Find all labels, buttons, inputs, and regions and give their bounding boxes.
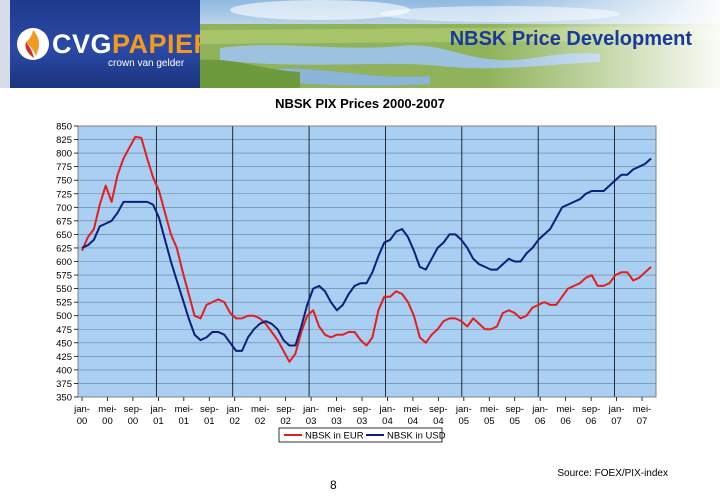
x-tick-label-8-month: sep-	[276, 404, 294, 415]
page-number: 8	[330, 478, 337, 492]
series-lines	[81, 135, 652, 363]
x-tick-label-11-year: 03	[357, 416, 368, 427]
logo-cvg: CVG	[52, 29, 113, 59]
legend-box	[278, 427, 443, 443]
legend: NBSK in EUR NBSK in USD	[278, 427, 446, 443]
x-tick-label-11-month: sep-	[353, 404, 371, 415]
y-tick-label-825: 825	[56, 135, 72, 146]
y-tick-label-475: 475	[56, 325, 72, 336]
x-tick-label-12-month: jan-	[379, 404, 396, 415]
x-tick-label-6-year: 02	[229, 416, 240, 427]
series-line-usd	[81, 157, 652, 352]
chart-title: NBSK PIX Prices 2000-2007	[275, 96, 445, 111]
logo-panel: CVGPAPIER crown van gelder	[0, 0, 213, 88]
crown-logo-icon	[17, 28, 49, 60]
y-tick-label-700: 700	[56, 203, 72, 214]
gridlines	[78, 125, 656, 398]
x-tick-label-5-year: 01	[204, 416, 215, 427]
x-tick-label-10-year: 03	[331, 416, 342, 427]
y-tick-label-725: 725	[56, 189, 72, 200]
y-axis: 350 375 400 425 450 475 500 525 550 575 600 625 650 6…	[56, 122, 78, 404]
logo-tagline: crown van gelder	[108, 58, 185, 69]
x-tick-label-2-year: 00	[128, 416, 139, 427]
x-tick-label-21-month: jan-	[608, 404, 625, 415]
y-tick-label-675: 675	[56, 216, 72, 227]
x-tick-label-4-year: 01	[179, 416, 190, 427]
y-tick-label-600: 600	[56, 257, 72, 268]
y-tick-label-850: 850	[56, 122, 72, 133]
x-tick-label-17-month: sep-	[505, 404, 523, 415]
x-tick-label-16-year: 05	[484, 416, 495, 427]
logo-papier: PAPIER	[112, 29, 214, 59]
x-tick-label-13-year: 04	[408, 416, 419, 427]
logo-divider	[0, 0, 10, 88]
x-tick-label-14-month: sep-	[429, 404, 447, 415]
x-tick-label-13-month: mei-	[404, 404, 422, 415]
x-tick-label-12-year: 04	[382, 416, 393, 427]
x-tick-label-6-month: jan-	[226, 404, 243, 415]
series-line-eur	[81, 135, 652, 363]
x-tick-label-1-year: 00	[102, 416, 113, 427]
x-tick-label-21-year: 07	[611, 416, 622, 427]
x-tick-label-9-month: jan-	[302, 404, 319, 415]
x-tick-label-0-month: jan-	[73, 404, 90, 415]
year-divider-lines	[155, 126, 615, 397]
x-tick-label-14-year: 04	[433, 416, 444, 427]
x-tick-label-19-month: mei-	[556, 404, 574, 415]
x-tick-label-0-year: 00	[77, 416, 88, 427]
x-tick-label-3-year: 01	[153, 416, 164, 427]
x-tick-label-18-month: jan-	[531, 404, 548, 415]
x-tick-label-5-month: sep-	[200, 404, 218, 415]
y-tick-label-500: 500	[56, 311, 72, 322]
x-tick-label-20-year: 06	[586, 416, 597, 427]
x-tick-label-18-year: 06	[535, 416, 546, 427]
line-chart: 350 375 400 425 450 475 500 525 550 575 600 625 650 6…	[56, 122, 657, 443]
x-tick-label-22-year: 07	[637, 416, 648, 427]
landscape-photo	[200, 0, 720, 88]
x-tick-label-7-year: 02	[255, 416, 266, 427]
y-tick-label-750: 750	[56, 176, 72, 187]
x-tick-label-20-month: sep-	[582, 404, 600, 415]
x-tick-label-10-month: mei-	[327, 404, 345, 415]
x-tick-label-9-year: 03	[306, 416, 317, 427]
x-tick-label-7-month: mei-	[251, 404, 269, 415]
x-tick-label-19-year: 06	[560, 416, 571, 427]
y-tick-label-550: 550	[56, 284, 72, 295]
legend-label-eur: NBSK in EUR	[305, 431, 364, 442]
y-tick-label-575: 575	[56, 271, 72, 282]
x-tick-label-8-year: 02	[280, 416, 291, 427]
legend-label-usd: NBSK in USD	[387, 431, 446, 442]
x-tick-label-15-year: 05	[459, 416, 470, 427]
page-title: NBSK Price Development	[449, 28, 692, 50]
source-note: Source: FOEX/PIX-index	[557, 468, 668, 479]
y-tick-label-800: 800	[56, 149, 72, 160]
x-tick-label-4-month: mei-	[175, 404, 193, 415]
x-tick-label-15-month: jan-	[455, 404, 472, 415]
x-tick-label-3-month: jan-	[149, 404, 166, 415]
y-tick-label-425: 425	[56, 352, 72, 363]
y-tick-label-650: 650	[56, 230, 72, 241]
x-tick-label-2-month: sep-	[124, 404, 142, 415]
y-tick-label-775: 775	[56, 162, 72, 173]
y-tick-label-625: 625	[56, 243, 72, 254]
y-tick-label-350: 350	[56, 393, 72, 404]
y-tick-label-450: 450	[56, 338, 72, 349]
x-tick-label-17-year: 05	[509, 416, 520, 427]
x-tick-label-1-month: mei-	[98, 404, 116, 415]
header-banner: CVGPAPIER crown van gelder NBSK Price De…	[0, 0, 720, 88]
x-axis: jan-00mei-00sep-00jan-01mei-01sep-01jan-…	[73, 397, 651, 427]
y-tick-label-400: 400	[56, 365, 72, 376]
y-tick-label-375: 375	[56, 379, 72, 390]
x-tick-label-22-month: mei-	[633, 404, 651, 415]
logo-wordmark: CVGPAPIER	[52, 30, 214, 58]
x-tick-label-16-month: mei-	[480, 404, 498, 415]
y-tick-label-525: 525	[56, 298, 72, 309]
